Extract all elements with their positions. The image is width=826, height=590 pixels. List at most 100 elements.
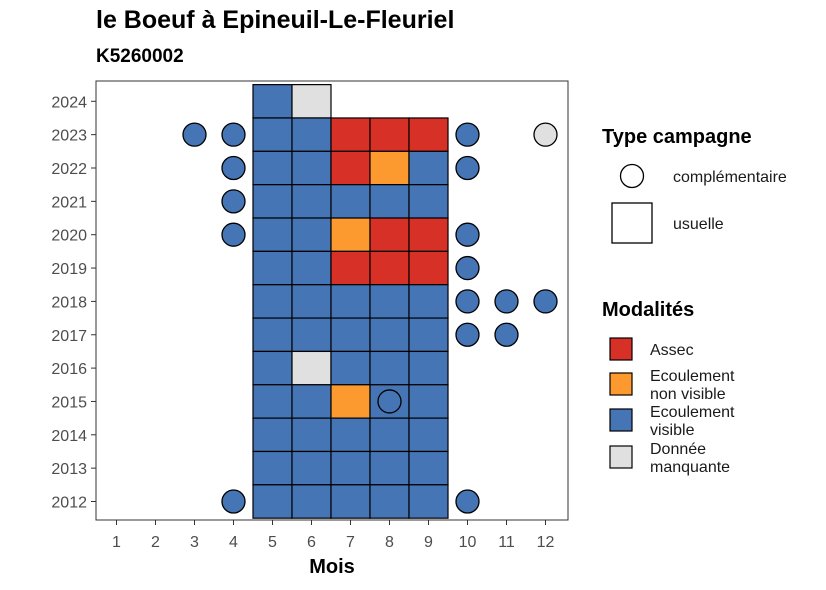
tile-2019-5 xyxy=(252,250,293,286)
tile-2023-9 xyxy=(408,117,449,152)
legend-key-assec xyxy=(609,337,633,361)
point-2022-10 xyxy=(455,155,480,181)
tile-2012-7 xyxy=(330,484,371,519)
point-2012-10 xyxy=(455,489,480,514)
y-tick-label-2018: 2018 xyxy=(51,294,87,311)
tile-2020-8 xyxy=(369,217,410,252)
x-tick-label-7: 7 xyxy=(346,534,355,551)
point-2023-10 xyxy=(455,122,480,147)
legend-circle-icon xyxy=(619,163,645,189)
tile-2014-8 xyxy=(369,417,410,453)
tile-2023-7 xyxy=(330,117,371,152)
tile-2013-5 xyxy=(252,450,293,486)
legend-label-complementaire: complémentaire xyxy=(673,169,787,186)
tile-2022-6 xyxy=(291,150,332,186)
point-2015-8 xyxy=(377,389,402,414)
tile-2016-9 xyxy=(408,350,449,386)
y-tick-label-2023: 2023 xyxy=(51,128,87,145)
tile-2013-9 xyxy=(408,450,449,486)
tile-2014-6 xyxy=(291,417,332,453)
legend-label-ecoulement-visible-1: visible xyxy=(650,422,695,439)
tile-2021-9 xyxy=(408,184,449,219)
x-tick-label-2: 2 xyxy=(151,534,160,551)
tile-2017-6 xyxy=(291,317,332,353)
tile-2020-6 xyxy=(291,217,332,252)
x-tick-label-12: 12 xyxy=(537,534,555,551)
tile-2015-9 xyxy=(408,384,449,419)
tile-2017-9 xyxy=(408,317,449,353)
tile-2023-6 xyxy=(291,117,332,152)
legend-modalites-title: Modalités xyxy=(602,299,694,321)
point-2023-12 xyxy=(533,122,558,147)
tile-2018-8 xyxy=(369,284,410,319)
tile-2020-5 xyxy=(252,217,293,252)
chart-title: le Boeuf à Epineuil-Le-Fleuriel xyxy=(96,6,455,34)
y-tick-label-2021: 2021 xyxy=(51,194,87,211)
tile-2020-9 xyxy=(408,217,449,252)
x-tick-label-8: 8 xyxy=(385,534,394,551)
point-2018-10 xyxy=(455,289,480,314)
y-tick-label-2024: 2024 xyxy=(51,94,87,111)
legend-label-usuelle: usuelle xyxy=(673,216,724,233)
tile-2012-6 xyxy=(291,484,332,519)
point-2017-11 xyxy=(494,322,519,347)
y-tick-label-2020: 2020 xyxy=(51,228,87,245)
tile-2024-6 xyxy=(291,84,332,119)
y-tick-label-2022: 2022 xyxy=(51,161,87,178)
legend-label-ecoulement-non-visible-1: non visible xyxy=(650,386,726,403)
legend-key-ecoulement-visible xyxy=(609,408,633,432)
tile-2013-8 xyxy=(369,450,410,486)
tile-2016-8 xyxy=(369,350,410,386)
tile-2016-7 xyxy=(330,350,371,386)
x-tick-label-9: 9 xyxy=(424,534,433,551)
tile-2022-8 xyxy=(369,150,410,186)
tile-2022-7 xyxy=(330,150,371,186)
tile-2024-5 xyxy=(252,84,293,119)
point-2012-4 xyxy=(221,489,246,514)
tile-2012-8 xyxy=(369,484,410,519)
x-tick-label-4: 4 xyxy=(229,534,238,551)
tile-2020-7 xyxy=(330,217,371,252)
tile-2022-9 xyxy=(408,150,449,186)
legend-type-title: Type campagne xyxy=(602,126,752,148)
tile-2019-6 xyxy=(291,250,332,286)
tile-2022-5 xyxy=(252,150,293,186)
complementaire-points xyxy=(182,122,558,514)
tile-2013-6 xyxy=(291,450,332,486)
tile-2021-6 xyxy=(291,184,332,219)
legend-key-donnée-manquante xyxy=(609,445,633,469)
x-tick-label-10: 10 xyxy=(459,534,477,551)
y-tick-label-2016: 2016 xyxy=(51,361,87,378)
tile-2012-5 xyxy=(252,484,293,519)
tile-2021-5 xyxy=(252,184,293,219)
legend-label-donnée-manquante-0: Donnée xyxy=(650,441,706,458)
tile-2021-7 xyxy=(330,184,371,219)
y-tick-label-2013: 2013 xyxy=(51,461,87,478)
x-tick-label-5: 5 xyxy=(268,534,277,551)
tile-2021-8 xyxy=(369,184,410,219)
tile-2014-7 xyxy=(330,417,371,453)
x-axis: 1 2 3 4 5 6 7 8 9 10 11 12 xyxy=(112,520,555,551)
point-2023-4 xyxy=(221,122,246,147)
tile-2015-5 xyxy=(252,384,293,419)
y-axis: 2012 2013 2014 2015 2016 2017 2018 2019 2020 2021… xyxy=(51,94,96,512)
y-tick-label-2012: 2012 xyxy=(51,495,87,512)
tile-2018-5 xyxy=(252,284,293,319)
legend-label-ecoulement-non-visible-0: Ecoulement xyxy=(650,368,735,385)
tile-2016-5 xyxy=(252,350,293,386)
point-2018-11 xyxy=(494,289,519,314)
tile-2013-7 xyxy=(330,450,371,486)
tile-2012-9 xyxy=(408,484,449,519)
point-2017-10 xyxy=(455,322,480,347)
tile-2019-9 xyxy=(408,250,449,286)
tile-2018-6 xyxy=(291,284,332,319)
point-2020-10 xyxy=(455,222,480,247)
tile-2016-6 xyxy=(291,350,332,386)
tile-2019-8 xyxy=(369,250,410,286)
legend-label-ecoulement-visible-0: Ecoulement xyxy=(650,404,735,421)
tile-2018-7 xyxy=(330,284,371,319)
y-tick-label-2015: 2015 xyxy=(51,394,87,411)
x-tick-label-1: 1 xyxy=(112,534,121,551)
